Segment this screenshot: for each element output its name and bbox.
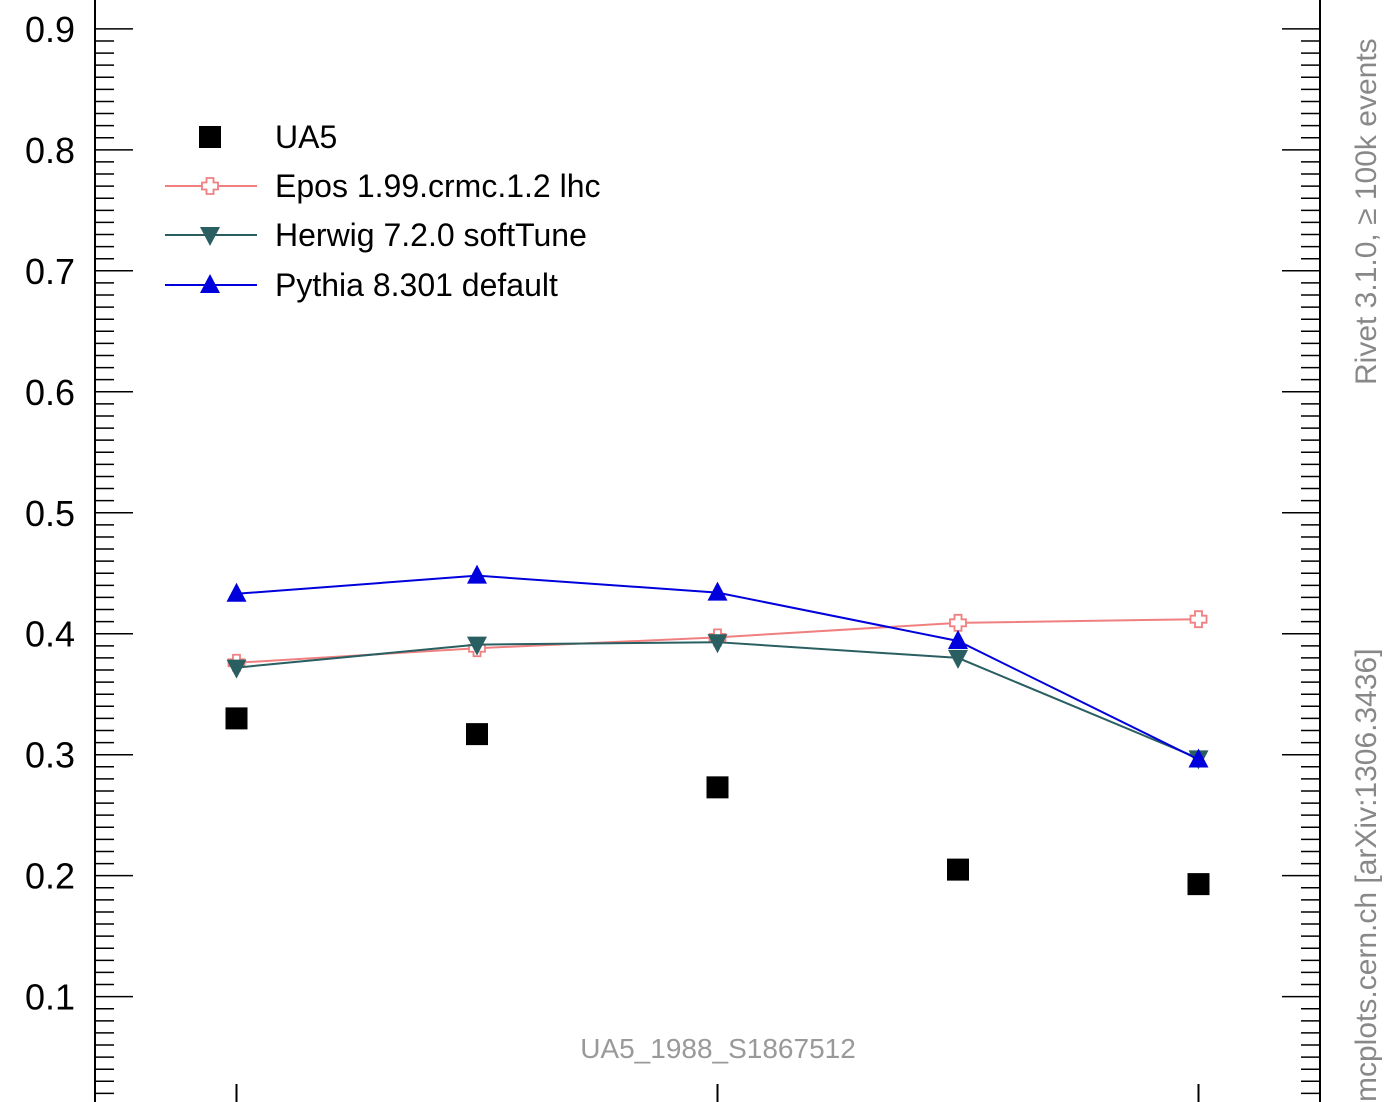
- legend-entry: Pythia 8.301 default: [165, 267, 558, 303]
- legend-entry: UA5: [199, 119, 337, 155]
- legend-label: Epos 1.99.crmc.1.2 lhc: [275, 168, 600, 204]
- legend-entry: Epos 1.99.crmc.1.2 lhc: [165, 168, 600, 204]
- y-tick-label: 0.5: [25, 493, 75, 534]
- data-point: [1188, 748, 1209, 768]
- legend-marker: [200, 227, 220, 246]
- data-point: [467, 564, 487, 584]
- y-axis-ticks: 0.1 0.2 0.3 0.4 0.5 0.6 0.7 0.8 0.9: [25, 9, 1320, 1095]
- series-line: [236, 574, 1199, 761]
- y-tick-label: 0.8: [25, 130, 75, 171]
- legend-label: UA5: [275, 119, 337, 155]
- y-tick-label: 0.9: [25, 9, 75, 50]
- data-point: [948, 649, 968, 669]
- y-tick-label: 0.2: [25, 856, 75, 897]
- legend-label: Pythia 8.301 default: [275, 267, 558, 303]
- mcplots-source-label: mcplots.cern.ch [arXiv:1306.3436]: [1350, 648, 1383, 1102]
- data-point: [948, 629, 968, 649]
- y-tick-label: 0.6: [25, 372, 75, 413]
- legend: UA5 Epos 1.99.crmc.1.2 lhc Herwig 7.2.0 so…: [165, 119, 600, 303]
- legend-label: Herwig 7.2.0 softTune: [275, 217, 587, 253]
- series-pythia: [226, 564, 1209, 768]
- data-point: [1189, 610, 1208, 629]
- data-point: [225, 707, 248, 730]
- plot-frame: [94, 0, 1321, 1102]
- series-ua5: [225, 707, 1210, 896]
- data-point: [226, 582, 247, 602]
- y-tick-label: 0.7: [25, 251, 75, 292]
- data-point: [949, 613, 967, 632]
- data-point: [226, 659, 247, 679]
- analysis-id-annotation: UA5_1988_S1867512: [580, 1033, 856, 1064]
- legend-marker: [200, 274, 220, 293]
- data-point: [706, 776, 729, 799]
- data-point: [1187, 873, 1210, 896]
- legend-marker: [201, 177, 219, 195]
- x-axis-ticks: [235, 1084, 1200, 1102]
- data-point: [707, 581, 728, 601]
- legend-entry: Herwig 7.2.0 softTune: [165, 217, 587, 253]
- series-layer: [225, 564, 1210, 896]
- data-point: [947, 858, 969, 881]
- legend-marker: [199, 126, 221, 148]
- y-tick-label: 0.1: [25, 977, 75, 1018]
- data-point: [707, 634, 728, 654]
- y-tick-label: 0.3: [25, 735, 75, 776]
- data-point: [466, 723, 488, 746]
- series-line: [236, 641, 1199, 760]
- y-tick-label: 0.4: [25, 614, 75, 655]
- rivet-version-label: Rivet 3.1.0, ≥ 100k events: [1350, 38, 1383, 385]
- data-point: [467, 636, 487, 656]
- series-herwig: [226, 634, 1209, 770]
